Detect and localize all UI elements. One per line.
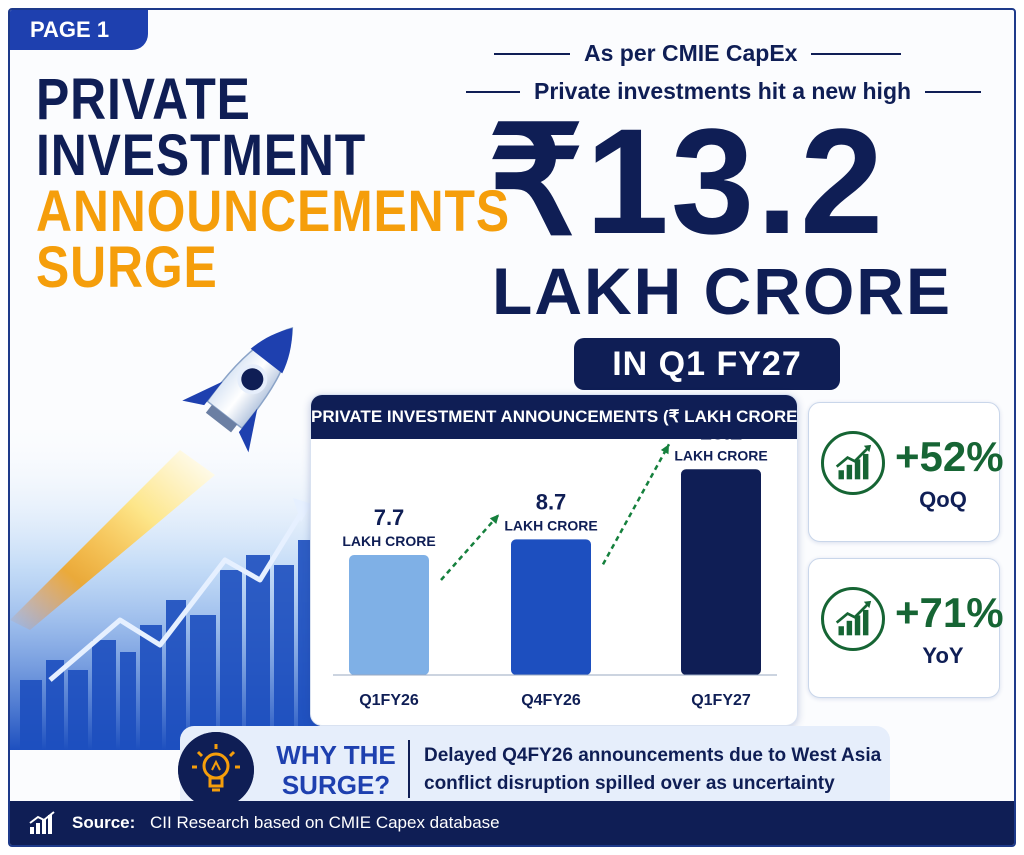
subheading-1: As per CMIE CapEx	[494, 40, 902, 67]
subheading-rule	[811, 52, 902, 55]
data-label-unit: LAKH CRORE	[504, 517, 597, 533]
bar-q1fy26	[349, 554, 429, 675]
data-label-value: 7.7	[374, 505, 405, 530]
infographic-frame: PAGE 1 PRIVATE INVESTMENT ANNOUNCEMENTS …	[8, 8, 1016, 847]
headline-line-4: SURGE	[36, 235, 218, 300]
x-tick-label: Q1FY26	[359, 692, 419, 709]
rocket-icon	[182, 327, 294, 453]
growth-arrow-line	[601, 443, 671, 566]
highlight-value: ₹13.2	[488, 97, 886, 265]
why-surge-divider	[408, 740, 410, 798]
why-surge-title: WHY THE SURGE?	[276, 740, 396, 800]
subheading-rule	[494, 52, 570, 55]
stat-value-qoq: +52%	[895, 433, 1004, 480]
lightbulb-icon	[178, 732, 254, 808]
growth-chart-icon	[821, 431, 885, 495]
source-footer: Source: CII Research based on CMIE Capex…	[10, 801, 1014, 845]
data-label-unit: LAKH CRORE	[674, 447, 767, 463]
bar-chart-card: PRIVATE INVESTMENT ANNOUNCEMENTS (₹ LAKH…	[310, 394, 798, 726]
highlight-unit: LAKH CRORE	[492, 254, 952, 328]
subheading-2-text: Private investments hit a new high	[534, 78, 912, 104]
x-tick-label: Q1FY27	[691, 692, 751, 709]
growth-arrow-head	[489, 514, 499, 525]
source-label: Source:	[72, 813, 136, 832]
growth-arrow-line	[440, 513, 500, 581]
headline-line-3: ANNOUNCEMENTS	[36, 179, 510, 244]
x-tick-label: Q4FY26	[521, 692, 581, 709]
data-label-value: 13.2	[700, 439, 743, 444]
stat-label-qoq: QoQ	[919, 487, 967, 512]
chart-title: PRIVATE INVESTMENT ANNOUNCEMENTS (₹ LAKH…	[311, 395, 797, 439]
headline-line-2: INVESTMENT	[36, 123, 367, 188]
subheading-2: Private investments hit a new high	[466, 78, 982, 105]
bar-chart-icon	[29, 811, 55, 834]
source-text: CII Research based on CMIE Capex databas…	[150, 813, 500, 832]
trend-arrow-head	[293, 498, 312, 522]
why-surge-text: Delayed Q4FY26 announcements due to West…	[424, 745, 882, 822]
stat-label-yoy: YoY	[922, 643, 964, 668]
rocket-skyline-illustration	[10, 327, 320, 750]
subheading-rule	[925, 90, 982, 93]
trend-arrow-line	[48, 513, 303, 682]
highlight-period: IN Q1 FY27	[574, 338, 840, 390]
stat-card-yoy: +71% YoY	[808, 558, 1004, 698]
page-tag: PAGE 1	[10, 10, 148, 50]
stat-card-qoq: +52% QoQ	[808, 402, 1004, 542]
subheading-rule	[466, 90, 520, 93]
subheading-1-text: As per CMIE CapEx	[584, 40, 798, 66]
bar-q1fy27	[681, 469, 761, 675]
data-label-value: 8.7	[536, 489, 567, 514]
headline-line-1: PRIVATE	[36, 67, 251, 132]
headline: PRIVATE INVESTMENT ANNOUNCEMENTS SURGE	[36, 67, 510, 300]
why-surge-box: WHY THE SURGE? Delayed Q4FY26 announceme…	[178, 726, 890, 822]
bar-q4fy26	[511, 539, 591, 675]
rocket-flame	[10, 450, 215, 630]
stat-value-yoy: +71%	[895, 589, 1004, 636]
growth-chart-icon	[821, 587, 885, 651]
growth-arrow-head	[660, 444, 669, 455]
data-label-unit: LAKH CRORE	[342, 533, 435, 549]
bar-chart: 7.7 LAKH CRORE Q1FY26 8.7 LAKH CRORE Q4FY26 13…	[333, 439, 777, 709]
